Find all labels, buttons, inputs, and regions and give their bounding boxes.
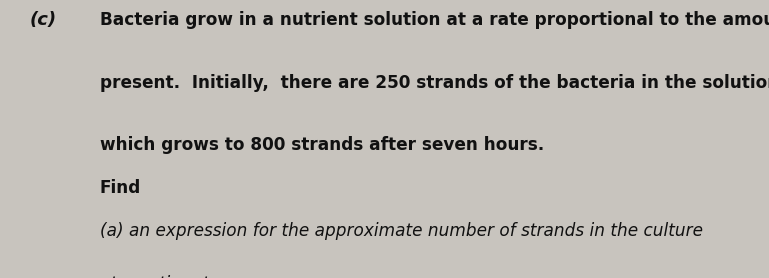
- Text: which grows to 800 strands after seven hours.: which grows to 800 strands after seven h…: [100, 136, 544, 154]
- Text: at any time t.: at any time t.: [100, 275, 215, 278]
- Text: (c): (c): [29, 11, 56, 29]
- Text: Find: Find: [100, 179, 141, 197]
- Text: (a) an expression for the approximate number of strands in the culture: (a) an expression for the approximate nu…: [100, 222, 703, 240]
- Text: Bacteria grow in a nutrient solution at a rate proportional to the amount: Bacteria grow in a nutrient solution at …: [100, 11, 769, 29]
- Text: present.  Initially,  there are 250 strands of the bacteria in the solution: present. Initially, there are 250 strand…: [100, 74, 769, 92]
